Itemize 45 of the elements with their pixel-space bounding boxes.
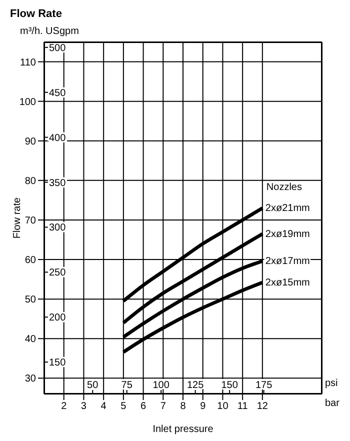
text: m³/h. USgpm [20,26,79,37]
x2-tick-label: 125 [186,380,204,391]
y-axis-title: Flow rate [12,197,23,239]
x-tick-label: 10 [217,401,229,412]
y2-tick-label: 500 [49,42,66,54]
series-label: 2xø17mm [265,256,310,268]
x-tick-label: 11 [237,401,248,412]
x2-tick-label: 150 [221,380,238,391]
x-tick-label: 2 [61,401,68,412]
y2-tick-label: 350 [49,178,66,189]
x2-tick-label: 100 [152,380,170,391]
y2-tick-label: 200 [49,312,66,324]
x-tick-label: 3 [80,401,87,412]
legend-title: Nozzles [266,182,302,194]
chart-title: Flow Rate [10,8,62,20]
x-tick-label: 6 [140,401,147,412]
y2-tick-label: 150 [49,358,66,369]
text: psi [325,378,338,389]
y-tick-label: 60 [24,255,36,266]
x2-tick-label: 175 [255,380,273,391]
series-label: 2xø21mm [265,203,310,214]
x-axis-title: Inlet pressure [152,424,214,435]
x2-tick-label: 75 [121,380,133,391]
series-label: 2xø19mm [265,228,310,240]
y-tick-label: 110 [20,57,36,68]
x-tick-label: 5 [120,401,127,412]
y2-tick-label: 400 [49,132,66,144]
text: bar [325,398,340,409]
y-tick-label: 90 [24,136,36,148]
y2-tick-label: 250 [49,268,66,279]
x-tick-label: 9 [200,401,206,412]
y2-tick-label: 450 [49,88,66,99]
y-tick-label: 40 [24,334,36,346]
x-tick-label: 7 [160,401,166,412]
series-label: 2xø15mm [265,277,310,288]
x-tick-label: 4 [100,401,107,412]
y-tick-label: 30 [24,374,36,385]
y2-tick-label: 300 [49,222,66,234]
y-tick-label: 100 [19,96,36,108]
y-tick-label: 50 [24,294,36,306]
x-tick-label: 12 [256,401,268,412]
x-tick-label: 8 [180,401,186,412]
y-tick-label: 80 [24,176,36,187]
x2-tick-label: 50 [87,380,99,391]
y-tick-label: 70 [24,216,36,227]
